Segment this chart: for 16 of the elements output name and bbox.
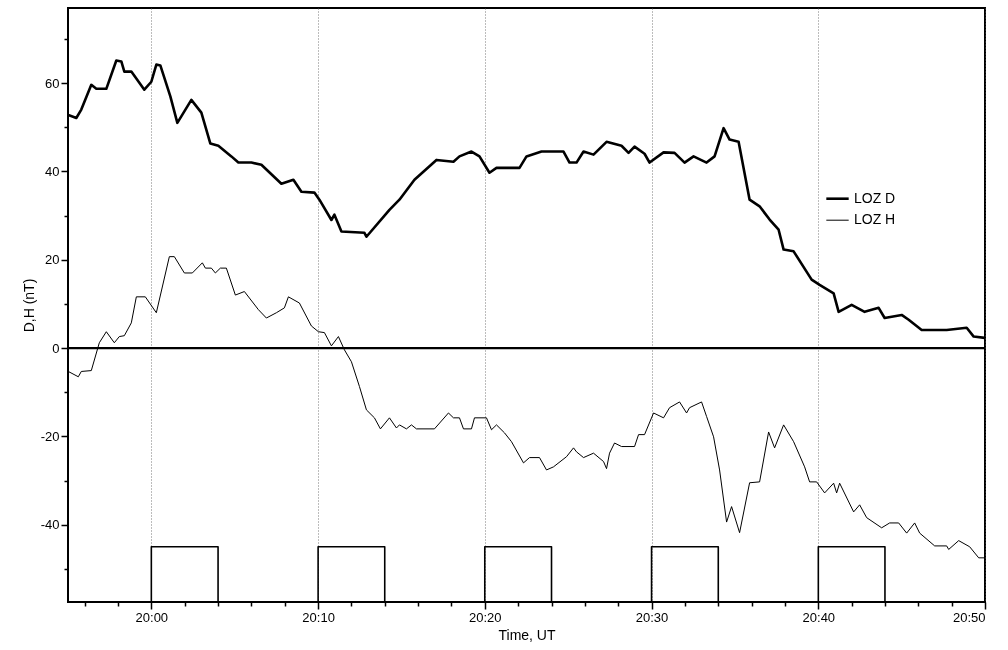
y-tick-label: -20 — [40, 428, 60, 444]
x-axis-title: Time, UT — [498, 626, 556, 643]
x-tick-label: 20:40 — [802, 609, 836, 625]
x-tick-label: 20:20 — [469, 609, 502, 625]
x-tick-label: 20:00 — [135, 609, 169, 625]
x-tick-label: 20:50 — [952, 609, 986, 625]
y-tick-label: 40 — [45, 163, 60, 179]
legend-label: LOZ H — [854, 211, 896, 228]
x-tick-label: 20:10 — [302, 609, 335, 625]
x-tick-label: 20:30 — [635, 609, 669, 625]
legend-label: LOZ D — [854, 189, 896, 206]
y-axis-title: D,H (nT) — [20, 278, 37, 333]
y-tick-label: 60 — [45, 75, 60, 91]
y-tick-label: 0 — [52, 340, 60, 356]
y-tick-label: -40 — [40, 517, 60, 533]
y-tick-label: 20 — [45, 252, 60, 268]
